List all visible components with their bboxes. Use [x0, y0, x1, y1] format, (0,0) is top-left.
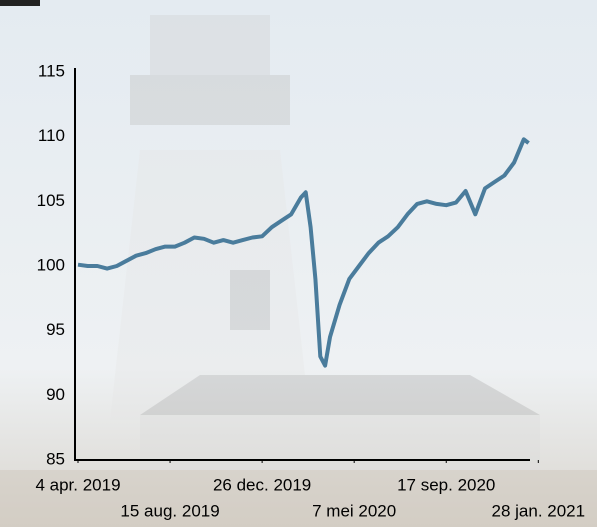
x-tick-label: 17 sep. 2020	[397, 475, 495, 494]
x-tick-label: 26 dec. 2019	[213, 475, 311, 494]
y-tick-label: 110	[38, 126, 65, 145]
header-bar	[0, 0, 40, 6]
y-tick-label: 85	[46, 449, 65, 468]
y-tick-label: 100	[37, 255, 65, 274]
y-tick-label: 115	[38, 61, 65, 80]
y-tick-label: 95	[46, 320, 65, 339]
x-tick-label: 15 aug. 2019	[120, 501, 219, 520]
y-tick-label: 105	[37, 191, 65, 210]
x-tick-label: 4 apr. 2019	[35, 475, 120, 494]
y-tick-label: 90	[46, 385, 65, 404]
x-tick-label: 7 mei 2020	[312, 501, 396, 520]
chart: 85 90 95 100 105 110 115 4 apr. 201915 aug. 201…	[0, 0, 597, 527]
x-tick-label: 28 jan. 2021	[492, 501, 586, 520]
